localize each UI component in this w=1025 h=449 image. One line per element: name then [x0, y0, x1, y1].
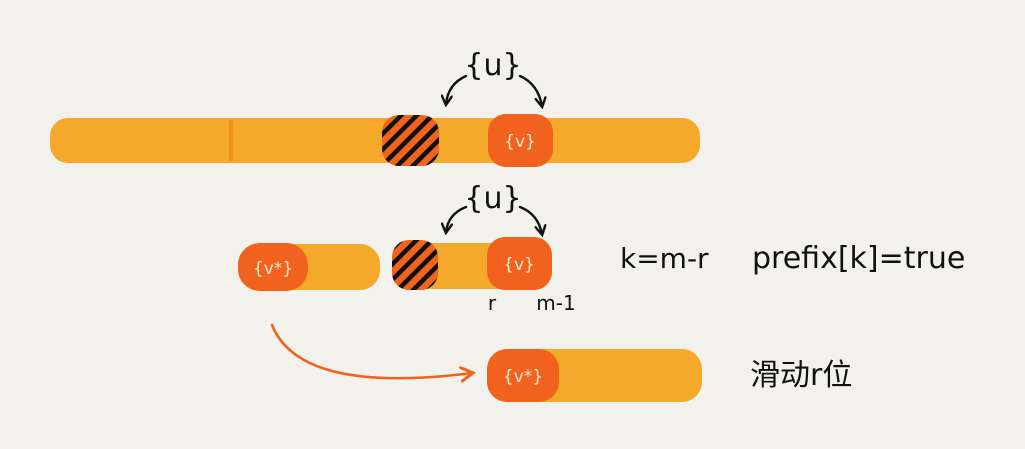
u-label-middle: {u} [464, 181, 521, 216]
v-label-top: {v} [504, 132, 536, 152]
main-string-row: {v} [50, 114, 700, 167]
u-annotation-middle: {u} [446, 181, 542, 234]
slide-caption: 滑动r位 [750, 358, 852, 393]
bad-char-block [382, 115, 439, 166]
main-string-bar [50, 118, 700, 163]
u-label-top: {u} [464, 48, 521, 83]
r-index-label: r [488, 291, 497, 315]
v-label-middle: {v} [503, 255, 535, 275]
vstar-label-middle: {v*} [253, 259, 293, 279]
v-block-middle [487, 237, 552, 290]
u-arrow-right-middle [518, 205, 542, 234]
u-arrow-left-middle [446, 205, 468, 232]
segment-divider [229, 120, 233, 161]
v-block-top [488, 114, 553, 167]
prefix-formula: prefix[k]=true [752, 241, 965, 276]
vstar-block-bottom [487, 349, 559, 402]
u-arrow-right-top [518, 74, 542, 106]
k-formula: k=m-r [620, 242, 709, 275]
pattern-row: {v*} {v} [238, 237, 552, 291]
vstar-label-bottom: {v*} [503, 367, 543, 387]
slide-arrow [270, 323, 472, 378]
vstar-block-middle [238, 243, 308, 291]
u-arrow-left-top [446, 74, 468, 104]
u-annotation-top: {u} [446, 48, 542, 106]
m1-index-label: m-1 [536, 291, 575, 315]
bad-char-block-pattern [392, 240, 438, 290]
slid-pattern-row: {v*} [487, 349, 702, 402]
